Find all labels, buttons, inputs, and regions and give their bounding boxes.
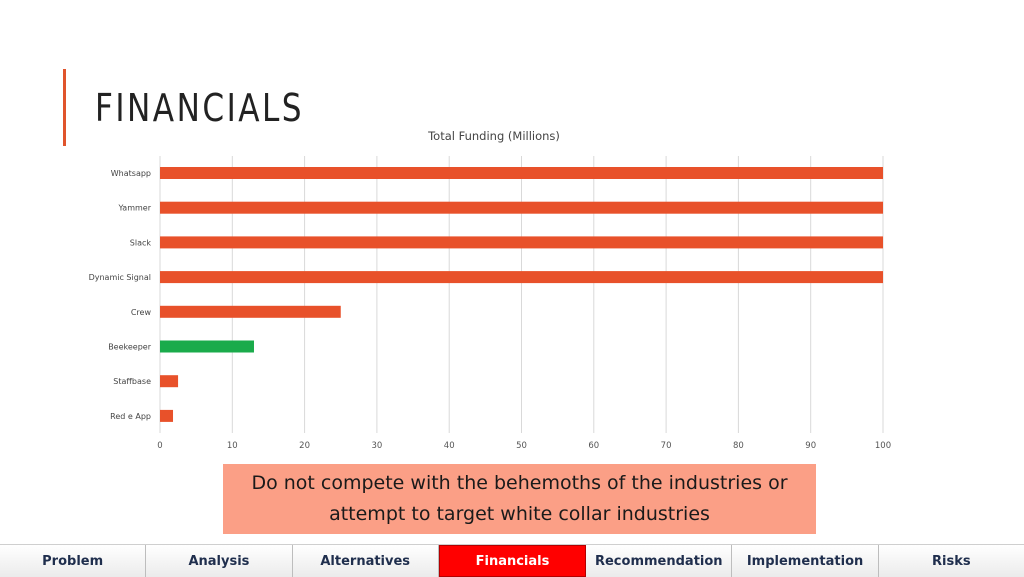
x-tick-label: 20: [299, 441, 310, 451]
nav-tab-risks[interactable]: Risks: [878, 545, 1024, 577]
nav-tab-implementation[interactable]: Implementation: [732, 545, 879, 577]
bar-whatsapp: [160, 167, 883, 179]
x-tick-label: 10: [227, 441, 238, 451]
nav-tab-alternatives[interactable]: Alternatives: [292, 545, 439, 577]
bar-slack: [160, 236, 883, 249]
bar-dynamic-signal: [160, 271, 883, 284]
x-tick-label: 40: [444, 441, 455, 451]
nav-tab-recommendation[interactable]: Recommendation: [586, 545, 733, 577]
nav-tab-financials[interactable]: Financials: [438, 545, 587, 577]
x-tick-label: 60: [588, 441, 599, 451]
page-title: FINANCIALS: [95, 86, 305, 130]
funding-bar-chart: Total Funding (Millions) Whatsapp Yammer S…: [89, 129, 892, 451]
x-tick-label: 90: [805, 441, 816, 451]
x-tick-label: 80: [733, 441, 744, 451]
nav-tab-problem[interactable]: Problem: [0, 545, 147, 577]
callout-box: Do not compete with the behemoths of the…: [223, 464, 816, 534]
x-tick-label: 70: [661, 441, 672, 451]
callout-text: Do not compete with the behemoths of the…: [251, 472, 788, 525]
bar-red-e-app: [160, 409, 174, 422]
nav-tab-analysis[interactable]: Analysis: [146, 545, 293, 577]
category-label: Slack: [130, 238, 152, 247]
x-tick-label: 50: [516, 441, 527, 451]
chart-title: Total Funding (Millions): [427, 129, 560, 143]
x-tick-label: 100: [875, 441, 891, 451]
category-label: Whatsapp: [111, 169, 151, 178]
x-tick-label: 0: [157, 441, 162, 451]
category-label: Yammer: [118, 204, 152, 213]
bar-crew: [160, 305, 341, 318]
bar-beekeeper: [160, 340, 254, 353]
category-label: Dynamic Signal: [89, 273, 151, 282]
x-tick-label: 30: [371, 441, 382, 451]
category-label: Beekeeper: [108, 343, 152, 352]
bar-staffbase: [160, 375, 179, 388]
category-label: Staffbase: [113, 377, 151, 386]
title-accent-bar: [63, 69, 66, 146]
category-label: Crew: [131, 308, 152, 317]
section-nav: Problem Analysis Alternatives Financials…: [0, 544, 1024, 577]
category-label: Red e App: [110, 412, 151, 421]
bar-yammer: [160, 201, 883, 214]
